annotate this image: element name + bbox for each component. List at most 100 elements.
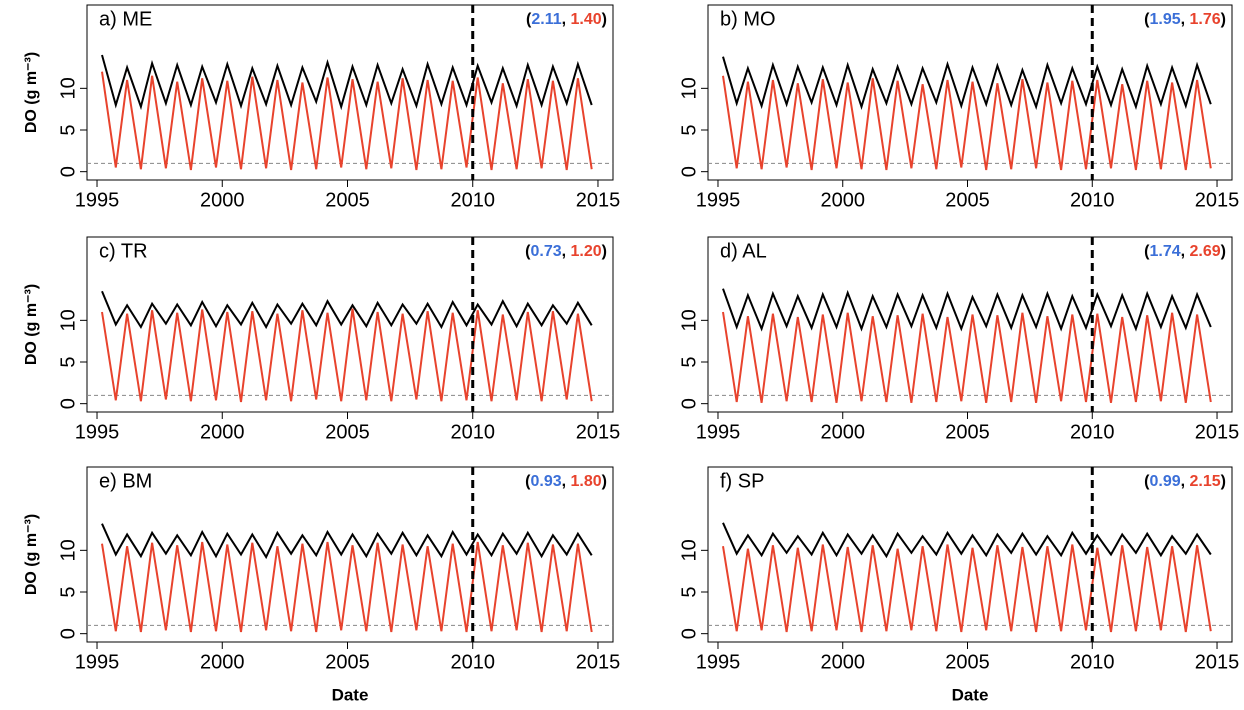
series-line [101,54,593,111]
series-line [722,75,1212,171]
annotation: (1.74, 2.69) [1144,243,1226,260]
panel-title: d) AL [720,240,767,262]
annotation-value: 0.73 [531,243,562,260]
x-tick-label: 2015 [1195,421,1240,443]
plot-frame [86,466,614,643]
annotation-open: ( [1144,473,1150,490]
series-line [101,541,593,633]
series-line [722,288,1212,332]
series-line [101,71,593,171]
annotation-open: ( [1144,243,1150,260]
y-axis-label: DO (g m⁻³) [23,52,40,133]
annotation-close: ) [1221,473,1226,490]
annotation-value: 0.99 [1150,473,1181,490]
annotation-value: 1.76 [1190,11,1221,28]
annotation-open: ( [1144,11,1150,28]
annotation-open: ( [525,243,531,260]
x-tick-label: 2000 [820,421,865,443]
y-tick-label: 10 [678,77,700,99]
x-tick-label: 2000 [200,651,245,673]
annotation-separator: , [562,473,571,490]
x-tick-label: 1995 [75,421,120,443]
x-axis-label: Date [332,685,369,704]
y-tick-label: 0 [57,398,79,409]
y-tick-label: 0 [678,398,700,409]
annotation-value: 0.93 [531,473,562,490]
x-tick-label: 2005 [325,651,370,673]
x-tick-label: 2010 [1070,421,1115,443]
x-tick-label: 2005 [945,651,990,673]
x-tick-label: 2010 [450,189,495,211]
annotation-open: ( [525,473,531,490]
y-tick-label: 5 [57,124,79,135]
x-tick-label: 1995 [75,189,120,211]
annotation-close: ) [602,11,607,28]
panel-title: b) MO [720,8,776,30]
annotation-value: 1.40 [571,11,602,28]
x-tick-label: 2010 [450,651,495,673]
annotation: (2.11, 1.40) [526,11,607,28]
plot-frame [707,4,1233,181]
x-tick-label: 2015 [1195,651,1240,673]
annotation: (0.73, 1.20) [525,243,607,260]
series-line [101,290,593,330]
y-tick-label: 10 [678,539,700,561]
x-tick-label: 2000 [820,651,865,673]
x-tick-label: 2015 [576,189,621,211]
y-tick-label: 10 [57,539,79,561]
annotation: (1.95, 1.76) [1144,11,1226,28]
x-tick-label: 2015 [576,651,621,673]
annotation-separator: , [1181,11,1190,28]
plot-frame [707,466,1233,643]
annotation: (0.99, 2.15) [1144,473,1226,490]
annotation-close: ) [1221,11,1226,28]
annotation-value: 1.20 [571,243,602,260]
plot-frame [707,236,1233,413]
x-tick-label: 2000 [200,421,245,443]
y-tick-label: 10 [678,309,700,331]
annotation-value: 1.80 [571,473,602,490]
x-tick-label: 2010 [1070,651,1115,673]
y-tick-label: 5 [678,356,700,367]
annotation-value: 2.11 [531,11,561,28]
y-tick-label: 5 [57,356,79,367]
plot-frame [86,236,614,413]
annotation-separator: , [1181,473,1190,490]
y-tick-label: 10 [57,77,79,99]
y-tick-label: 10 [57,309,79,331]
series-line [722,522,1212,559]
series-line [101,308,593,403]
annotation: (0.93, 1.80) [525,473,607,490]
panel-title: a) ME [99,8,152,30]
x-axis-label: Date [952,685,989,704]
x-tick-label: 2000 [200,189,245,211]
series-line [722,544,1212,633]
x-tick-label: 1995 [696,651,741,673]
annotation-close: ) [602,473,607,490]
annotation-separator: , [562,243,571,260]
y-tick-label: 5 [678,586,700,597]
annotation-value: 2.15 [1190,473,1221,490]
x-tick-label: 2000 [820,189,865,211]
panel-title: c) TR [99,240,148,262]
y-tick-label: 0 [678,628,700,639]
x-tick-label: 2005 [325,189,370,211]
y-tick-label: 0 [57,628,79,639]
x-tick-label: 2005 [325,421,370,443]
annotation-value: 1.95 [1150,11,1181,28]
annotation-close: ) [1221,243,1226,260]
x-tick-label: 2010 [450,421,495,443]
x-tick-label: 2010 [1070,189,1115,211]
annotation-open: ( [526,11,532,28]
x-tick-label: 2015 [1195,189,1240,211]
y-tick-label: 5 [57,586,79,597]
x-tick-label: 1995 [696,189,741,211]
y-tick-label: 5 [678,124,700,135]
annotation-separator: , [562,11,571,28]
x-tick-label: 1995 [75,651,120,673]
x-tick-label: 1995 [696,421,741,443]
x-tick-label: 2015 [576,421,621,443]
y-tick-label: 0 [57,166,79,177]
annotation-separator: , [1181,243,1190,260]
